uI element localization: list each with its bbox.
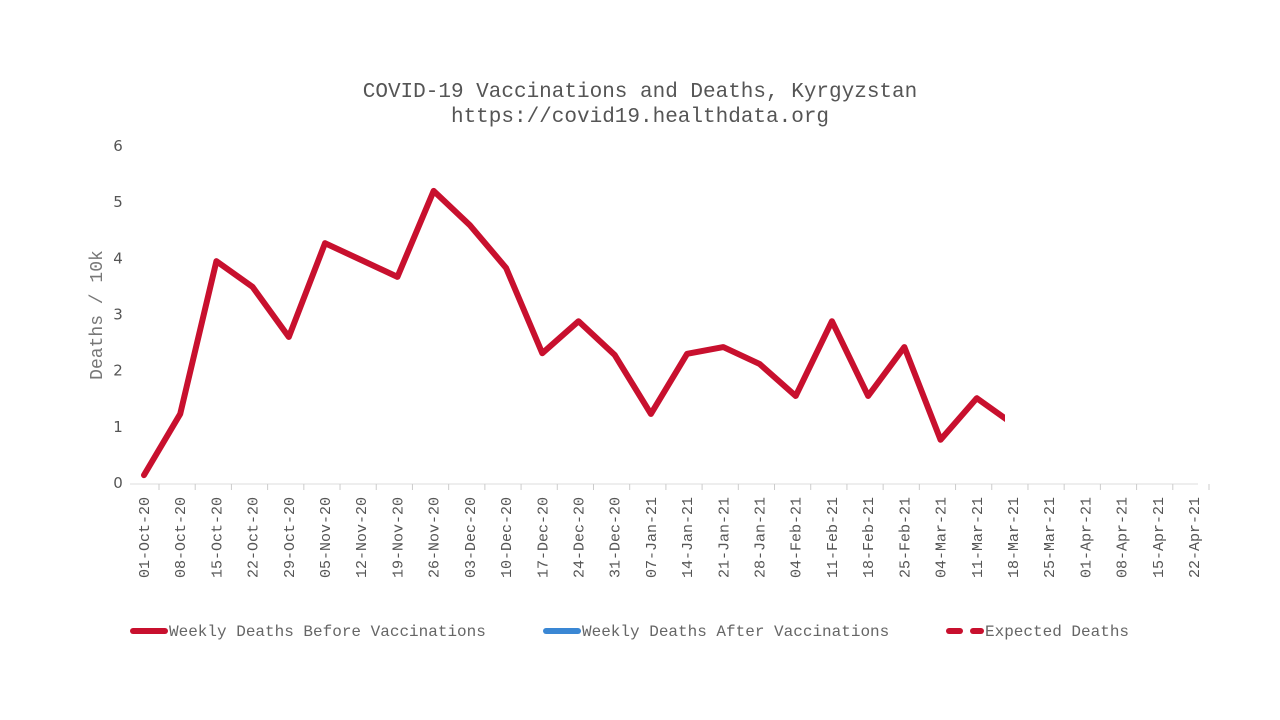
chart-subtitle: https://covid19.healthdata.org xyxy=(451,106,829,129)
y-tick-label: 2 xyxy=(113,362,123,380)
x-tick-label: 10-Dec-20 xyxy=(499,497,516,578)
y-axis: 0 1 2 3 4 5 6 xyxy=(113,137,123,492)
x-tick-label: 24-Dec-20 xyxy=(571,497,588,578)
x-tick-label: 01-Oct-20 xyxy=(137,497,154,578)
x-tick-label: 08-Apr-21 xyxy=(1115,497,1132,578)
x-tick-label: 22-Apr-21 xyxy=(1187,497,1204,578)
plot-area xyxy=(141,187,1005,479)
x-tick-label: 11-Feb-21 xyxy=(825,497,842,578)
x-axis: 01-Oct-20 08-Oct-20 15-Oct-20 22-Oct-20 29-O… xyxy=(130,483,1210,578)
x-tick-label: 07-Jan-21 xyxy=(644,497,661,578)
x-tick-label: 28-Jan-21 xyxy=(753,497,770,578)
y-tick-label: 6 xyxy=(113,137,123,155)
x-tick-label: 25-Feb-21 xyxy=(897,497,914,578)
x-tick-label: 03-Dec-20 xyxy=(463,497,480,578)
legend: Weekly Deaths Before Vaccinations Weekly … xyxy=(130,623,1129,641)
x-tick-label: 18-Mar-21 xyxy=(1006,497,1023,578)
legend-label: Weekly Deaths Before Vaccinations xyxy=(169,623,486,641)
x-tick-label: 01-Apr-21 xyxy=(1078,497,1095,578)
x-tick-label: 25-Mar-21 xyxy=(1042,497,1059,578)
x-tick-label: 04-Feb-21 xyxy=(789,497,806,578)
y-tick-label: 4 xyxy=(113,249,123,267)
x-tick-label: 12-Nov-20 xyxy=(354,497,371,578)
x-tick-label: 19-Nov-20 xyxy=(390,497,407,578)
x-tick-label: 26-Nov-20 xyxy=(427,497,444,578)
x-tick-label: 17-Dec-20 xyxy=(535,497,552,578)
x-tick-label: 31-Dec-20 xyxy=(608,497,625,578)
legend-label: Expected Deaths xyxy=(985,623,1129,641)
series-line xyxy=(141,187,1005,479)
y-axis-label: Deaths / 10k xyxy=(88,250,108,380)
x-tick-label: 29-Oct-20 xyxy=(282,497,299,578)
x-tick-label: 22-Oct-20 xyxy=(246,497,263,578)
y-tick-label: 3 xyxy=(113,306,123,324)
y-tick-label: 5 xyxy=(113,193,123,211)
x-tick-label: 11-Mar-21 xyxy=(970,497,987,578)
y-tick-label: 0 xyxy=(113,474,123,492)
x-tick-label: 18-Feb-21 xyxy=(861,497,878,578)
x-tick-label: 05-Nov-20 xyxy=(318,497,335,578)
x-tick-label: 15-Oct-20 xyxy=(209,497,226,578)
legend-label: Weekly Deaths After Vaccinations xyxy=(582,623,889,641)
chart-title: COVID-19 Vaccinations and Deaths, Kyrgyz… xyxy=(363,81,918,104)
x-tick-label: 15-Apr-21 xyxy=(1151,497,1168,578)
x-tick-label: 08-Oct-20 xyxy=(173,497,190,578)
x-tick-label: 21-Jan-21 xyxy=(716,497,733,578)
x-tick-label: 14-Jan-21 xyxy=(680,497,697,578)
y-tick-label: 1 xyxy=(113,418,123,436)
x-tick-label: 04-Mar-21 xyxy=(934,497,951,578)
